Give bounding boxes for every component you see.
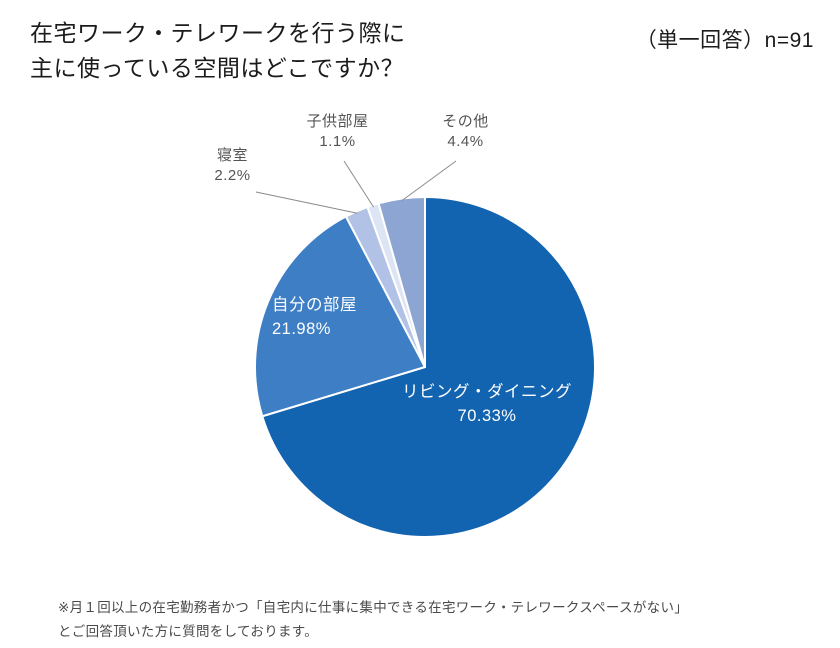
footnote-line2: とご回答頂いた方に質問をしております。 xyxy=(58,624,319,640)
pie-slice-1 xyxy=(254,215,426,418)
leader-line-3 xyxy=(343,160,375,208)
slice-label-own-room-name: 自分の部屋 xyxy=(272,296,357,314)
pie-slice-0 xyxy=(261,196,596,538)
chart-title-line2: 主に使っている空間はどこですか？ xyxy=(30,54,405,81)
slice-label-living-dining-name: リビング・ダイニング xyxy=(402,383,572,401)
slice-label-own-room: 自分の部屋 21.98% xyxy=(272,294,432,342)
leader-line-2 xyxy=(255,191,358,214)
callout-bedroom-label: 寝室 xyxy=(216,147,248,164)
leader-line-4 xyxy=(401,160,457,202)
callout-kids-room-value: 1.1% xyxy=(319,133,356,151)
answer-type-sample-size: （単一回答）n=91 xyxy=(635,29,814,52)
callout-bedroom-value: 2.2% xyxy=(214,167,251,185)
callout-bedroom: 寝室 2.2% xyxy=(185,146,280,187)
slice-label-own-room-value: 21.98% xyxy=(272,319,331,338)
slice-label-living-dining: リビング・ダイニング 70.33% xyxy=(377,381,597,429)
chart-title-line1: 在宅ワーク・テレワークを行う際に xyxy=(30,20,406,46)
callout-other-value: 4.4% xyxy=(447,133,484,151)
footnote-line1: ※月１回以上の在宅勤務者かつ「自宅内に仕事に集中できる在宅ワーク・テレワークスペ… xyxy=(58,600,689,615)
callout-kids-room: 子供部屋 1.1% xyxy=(285,112,390,153)
callout-other: その他 4.4% xyxy=(413,112,518,153)
pie-slice-4 xyxy=(377,196,426,368)
slice-label-living-dining-value: 70.33% xyxy=(457,406,517,425)
chart-title: 在宅ワーク・テレワークを行う際に 主に使っている空間はどこですか？ xyxy=(30,16,406,85)
callout-other-label: その他 xyxy=(442,113,489,130)
callout-kids-room-label: 子供部屋 xyxy=(306,113,369,130)
footnote: ※月１回以上の在宅勤務者かつ「自宅内に仕事に集中できる在宅ワーク・テレワークスペ… xyxy=(58,596,688,645)
